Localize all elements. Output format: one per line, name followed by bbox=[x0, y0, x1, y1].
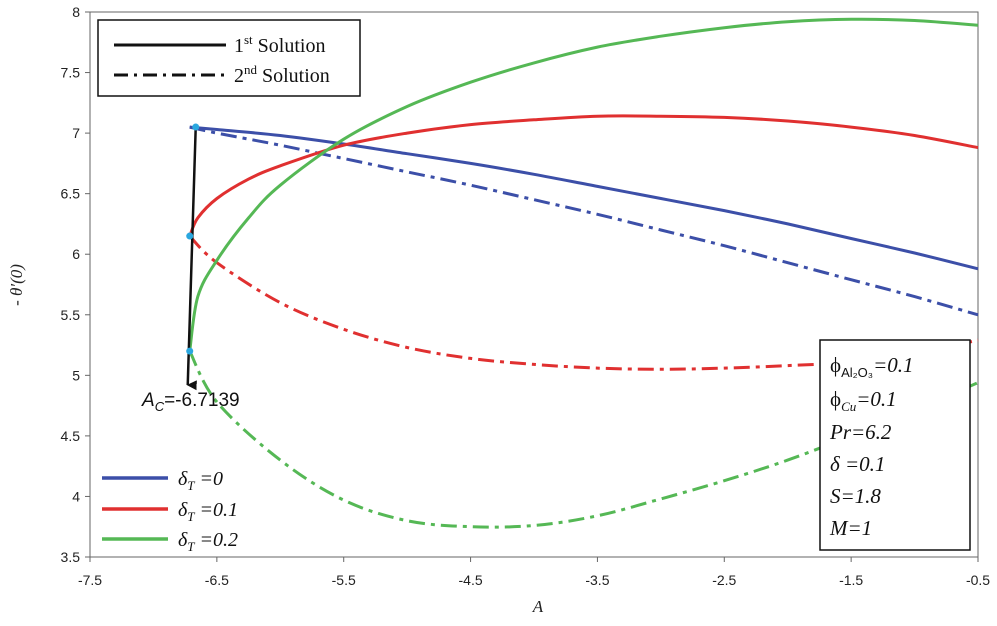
bifurcation-marker bbox=[186, 232, 194, 240]
legend-first-solution: 1st Solution bbox=[234, 32, 325, 57]
y-tick-label: 6.5 bbox=[61, 186, 81, 202]
x-tick-label: -4.5 bbox=[459, 572, 483, 588]
y-tick-label: 3.5 bbox=[61, 549, 81, 565]
series-line-0 bbox=[189, 125, 979, 271]
critical-value: =-6.7139 bbox=[164, 390, 240, 411]
x-tick-label: -0.5 bbox=[966, 572, 990, 588]
param-m: M=1 bbox=[829, 516, 872, 540]
param-phi2-symbol: ϕ bbox=[830, 387, 841, 411]
y-tick-label: 5 bbox=[72, 367, 80, 383]
legend-delta-01: δT =0.1 bbox=[178, 499, 238, 524]
x-axis-ticks: -7.5 -6.5 -5.5 -4.5 -3.5 -2.5 -1.5 -0.5 bbox=[78, 557, 990, 588]
legend-second-sup: nd bbox=[244, 62, 258, 77]
style-legend: 1st Solution 2nd Solution bbox=[97, 19, 361, 97]
legend-first-base: 1 bbox=[234, 35, 244, 57]
series-line-2 bbox=[188, 114, 979, 237]
legend-delta-01-val: =0.1 bbox=[195, 499, 239, 521]
critical-symbol: A bbox=[141, 390, 155, 411]
parameter-box-frame bbox=[819, 339, 971, 551]
y-tick-label: 4.5 bbox=[61, 428, 81, 444]
legend-second-text: Solution bbox=[257, 65, 330, 87]
x-tick-label: -6.5 bbox=[205, 572, 229, 588]
critical-arrow bbox=[186, 127, 197, 391]
bifurcation-marker bbox=[186, 347, 194, 355]
legend-delta-0-val: =0 bbox=[195, 468, 224, 490]
x-tick-label: -1.5 bbox=[839, 572, 863, 588]
series-layer bbox=[188, 17, 979, 529]
parameter-box: ϕAl₂O₃=0.1 ϕCu=0.1 Pr=6.2 δ =0.1 S=1.8 M… bbox=[819, 339, 971, 551]
legend-delta-02-sub: T bbox=[187, 539, 195, 554]
legend-delta-02-val: =0.2 bbox=[195, 529, 239, 551]
critical-subscript: C bbox=[155, 399, 165, 414]
legend-delta-02-sym: δ bbox=[178, 529, 188, 551]
x-axis-title: A bbox=[532, 597, 544, 616]
y-tick-label: 6 bbox=[72, 246, 80, 262]
legend-delta-02: δT =0.2 bbox=[178, 529, 238, 554]
legend-first-sup: st bbox=[244, 32, 253, 47]
legend-delta-0-sub: T bbox=[187, 478, 195, 493]
color-legend-bg bbox=[96, 460, 276, 552]
param-phi2-sub: Cu bbox=[841, 399, 857, 414]
param-phi1-symbol: ϕ bbox=[830, 353, 841, 377]
color-legend: δT =0 δT =0.1 δT =0.2 bbox=[96, 460, 276, 554]
legend-second-base: 2 bbox=[234, 65, 244, 87]
param-pr: Pr=6.2 bbox=[829, 420, 892, 444]
critical-point-label: AC=-6.7139 bbox=[141, 390, 240, 414]
legend-first-text: Solution bbox=[253, 35, 326, 57]
y-tick-label: 5.5 bbox=[61, 307, 81, 323]
param-delta: δ =0.1 bbox=[830, 452, 885, 476]
y-axis-title: - θ′(0) bbox=[7, 264, 26, 306]
y-tick-label: 8 bbox=[72, 4, 80, 20]
legend-second-solution: 2nd Solution bbox=[234, 62, 330, 87]
param-phi1-sub: Al₂O₃ bbox=[841, 365, 873, 380]
legend-delta-0-sym: δ bbox=[178, 468, 188, 490]
y-tick-label: 7 bbox=[72, 125, 80, 141]
bifurcation-marker bbox=[192, 123, 200, 131]
x-tick-label: -7.5 bbox=[78, 572, 102, 588]
y-tick-label: 7.5 bbox=[61, 65, 81, 81]
param-s: S=1.8 bbox=[830, 484, 881, 508]
param-phi2-value: =0.1 bbox=[856, 387, 896, 411]
series-line-3 bbox=[188, 235, 979, 371]
param-phi-al2o3: ϕAl₂O₃=0.1 bbox=[830, 353, 914, 380]
legend-delta-01-sub: T bbox=[187, 509, 195, 524]
series-line-4 bbox=[188, 17, 979, 352]
style-legend-box bbox=[97, 19, 361, 97]
y-tick-label: 4 bbox=[72, 488, 80, 504]
x-tick-label: -3.5 bbox=[585, 572, 609, 588]
param-phi1-value: =0.1 bbox=[873, 353, 913, 377]
x-tick-label: -5.5 bbox=[332, 572, 356, 588]
legend-delta-0: δT =0 bbox=[178, 468, 223, 493]
x-tick-label: -2.5 bbox=[712, 572, 736, 588]
bifurcation-markers bbox=[186, 123, 200, 355]
y-axis-ticks: 3.5 4 4.5 5 5.5 6 6.5 7 7.5 8 bbox=[61, 4, 90, 565]
legend-delta-01-sym: δ bbox=[178, 499, 188, 521]
series-line-1 bbox=[189, 125, 979, 317]
param-phi-cu: ϕCu=0.1 bbox=[830, 387, 897, 414]
